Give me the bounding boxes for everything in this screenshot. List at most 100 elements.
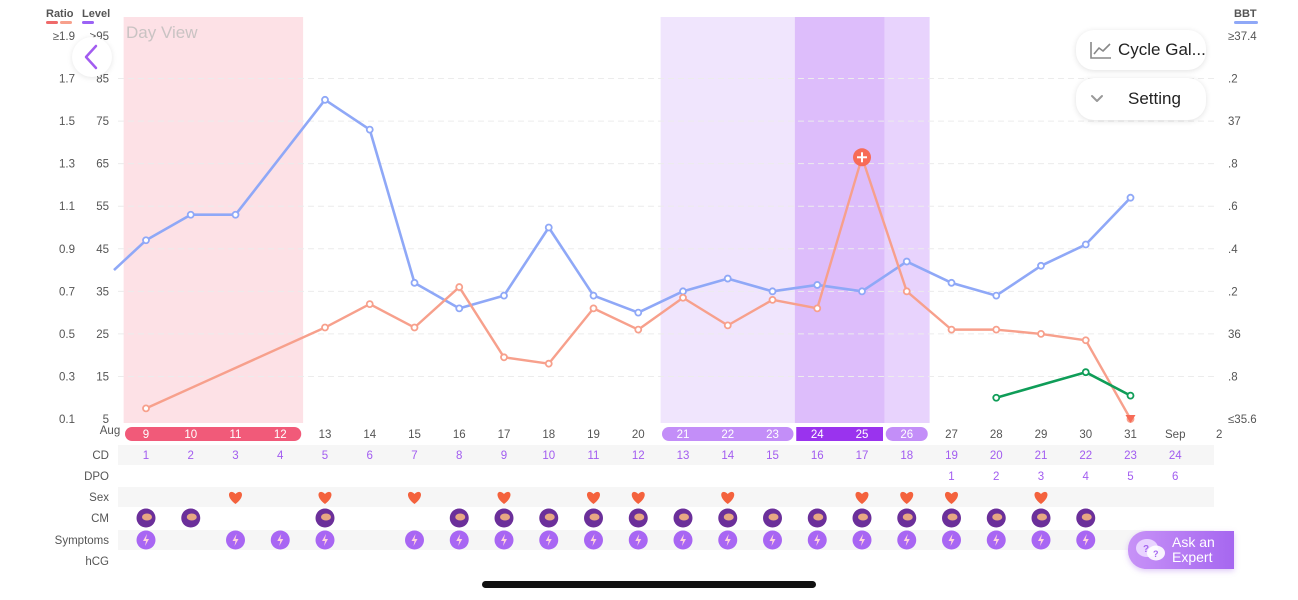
- dpo-value: 4: [1083, 471, 1090, 483]
- cd-value: 10: [542, 450, 555, 462]
- date-label: 15: [408, 429, 421, 441]
- cd-value: 12: [632, 450, 645, 462]
- level-point: [813, 281, 822, 289]
- zone-peak-bg: [794, 17, 841, 423]
- date-label: 30: [1079, 429, 1092, 441]
- dpo-value: 1: [948, 471, 954, 483]
- ratio-point: [723, 321, 732, 330]
- symptom-bolt-glyph: [143, 534, 149, 546]
- bbt-legend-swatch: [1234, 21, 1258, 24]
- cm-drop-icon-inner: [544, 513, 555, 521]
- symptom-bolt-glyph: [590, 534, 597, 546]
- level-point: [500, 291, 508, 300]
- ratio-point: [634, 325, 643, 334]
- ratio-low-arrow: [1125, 415, 1136, 423]
- ratio-legend-swatch-2: [60, 21, 72, 24]
- fertile-dates-pill: [885, 427, 928, 441]
- period-dates-pill: [125, 427, 302, 441]
- bbt-point: [992, 393, 1001, 402]
- date-label: 21: [677, 429, 690, 441]
- heart-icon: [721, 491, 735, 504]
- zone-fertile-bg: [750, 17, 796, 423]
- ask-expert-line1: Ask an: [1172, 534, 1215, 550]
- svg-text:?: ?: [1153, 549, 1159, 559]
- level-tick-label: 25: [96, 329, 109, 341]
- heart-icon: [855, 491, 869, 504]
- ratio-point: [679, 293, 687, 302]
- cd-value: 1: [143, 450, 149, 462]
- ratio-point: [589, 304, 598, 313]
- dpo-value: 5: [1127, 471, 1133, 483]
- dpo-value: 3: [1038, 471, 1044, 483]
- row-stripe: [118, 445, 1214, 465]
- ratio-tick-label: 1.7: [59, 74, 75, 86]
- row-label: DPO: [84, 471, 109, 483]
- ratio-point: [544, 359, 553, 368]
- cd-value: 2: [188, 450, 194, 462]
- level-tick-label: 45: [96, 244, 109, 256]
- day-view-title: Day View: [126, 23, 198, 42]
- ratio-point: [813, 304, 822, 313]
- row-label: Sex: [89, 492, 109, 504]
- ratio-tick-label: 1.5: [59, 116, 75, 128]
- date-label: 31: [1124, 429, 1137, 441]
- level-point: [768, 287, 777, 296]
- ratio-tick-label: 1.1: [59, 201, 75, 213]
- level-point: [365, 125, 374, 134]
- row-label: Symptoms: [55, 535, 110, 547]
- ratio-point: [992, 325, 1001, 334]
- date-label: 16: [453, 429, 466, 441]
- back-button[interactable]: [72, 37, 112, 77]
- fertile-dates-pill: [662, 427, 794, 441]
- date-label: 11: [230, 429, 242, 441]
- level-point: [321, 95, 329, 104]
- symptom-bolt-glyph: [680, 534, 686, 546]
- heart-icon: [318, 491, 332, 504]
- symptom-bolt-glyph: [903, 534, 910, 546]
- ratio-point: [1037, 329, 1045, 338]
- cd-value: 21: [1035, 450, 1048, 462]
- heart-icon: [586, 491, 601, 504]
- level-point: [723, 274, 732, 283]
- cycle-gallery-button[interactable]: Cycle Gal...: [1076, 30, 1206, 70]
- date-label: 13: [319, 429, 332, 441]
- level-point: [902, 257, 911, 266]
- zone-fertile-bg: [660, 17, 706, 423]
- cd-value: 5: [322, 450, 328, 462]
- cd-value: 9: [501, 450, 507, 462]
- cd-value: 23: [1124, 450, 1137, 462]
- row-stripe: [118, 530, 1214, 550]
- row-stripe: [118, 487, 1214, 507]
- heart-icon: [631, 491, 645, 504]
- ratio-point: [902, 287, 911, 296]
- symptom-bolt-glyph: [724, 534, 731, 546]
- cm-drop-icon-inner: [992, 513, 1003, 521]
- bbt-tick-label: ≤35.6: [1228, 414, 1257, 426]
- ratio-point: [947, 325, 956, 334]
- symptom-bolt-glyph: [635, 534, 642, 546]
- level-tick-label: 85: [96, 74, 109, 86]
- symptom-bolt-glyph: [277, 534, 284, 546]
- level-tick-label: 75: [96, 116, 109, 128]
- symptom-bolt-glyph: [948, 534, 955, 546]
- symptom-bolt-glyph: [322, 534, 328, 546]
- zone-period-bg: [213, 17, 259, 423]
- ask-expert-button[interactable]: ? ? Ask an Expert: [1128, 531, 1234, 569]
- level-point: [679, 287, 687, 296]
- date-label: 9: [143, 429, 149, 441]
- ratio-tick-label: 0.7: [59, 286, 75, 298]
- ask-expert-line2: Expert: [1172, 549, 1213, 565]
- bbt-tick-label: .2: [1228, 74, 1238, 86]
- cd-value: 18: [900, 450, 913, 462]
- bbt-tick-label: .2: [1228, 286, 1238, 298]
- cd-value: 4: [277, 450, 284, 462]
- setting-button[interactable]: Setting: [1076, 78, 1206, 120]
- cycle-gallery-label: Cycle Gal...: [1118, 40, 1206, 59]
- cd-value: 17: [856, 450, 869, 462]
- level-point: [410, 278, 419, 287]
- bbt-point: [1081, 368, 1090, 377]
- cd-value: 13: [677, 450, 690, 462]
- level-point: [186, 210, 195, 219]
- bbt-tick-label: 37: [1228, 116, 1241, 128]
